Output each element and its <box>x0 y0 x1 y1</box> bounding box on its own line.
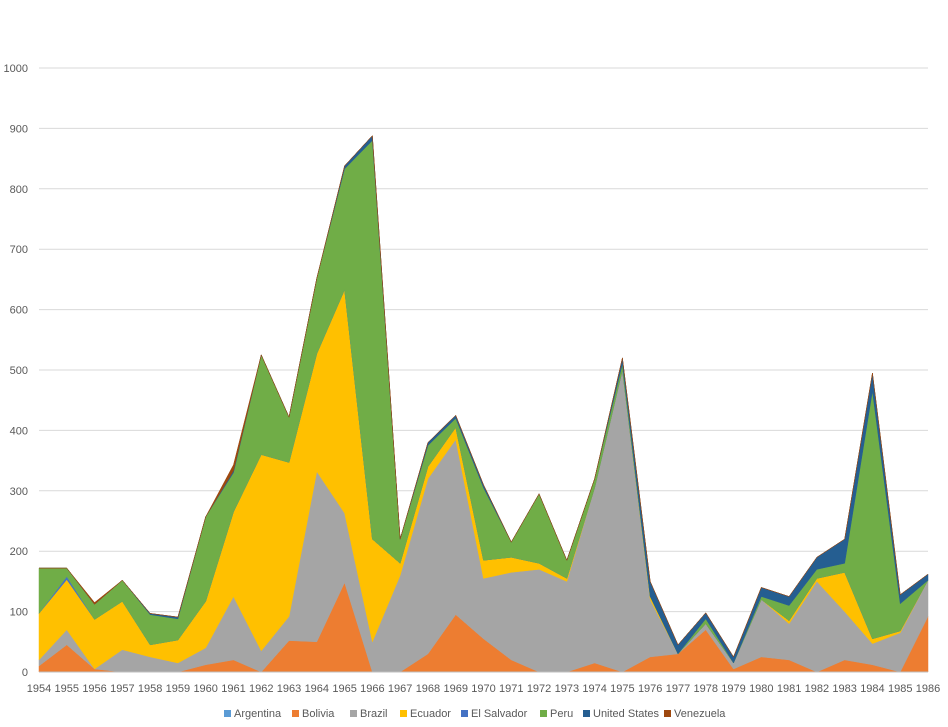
x-tick-label: 1961 <box>221 683 245 695</box>
legend-label-ecuador: Ecuador <box>410 708 451 720</box>
y-axis-ticks: 0 100 200 300 400 500 600 700 800 900 1000 <box>4 63 28 679</box>
legend-label-bolivia: Bolivia <box>302 708 335 720</box>
y-tick-label: 1000 <box>4 63 28 75</box>
y-tick-label: 300 <box>10 486 28 498</box>
x-axis-ticks: 1954 1955 1956 1957 1958 1959 1960 1961 1962 1963… <box>27 683 940 695</box>
series-area-venezuela <box>39 135 929 658</box>
legend-label-venezuela: Venezuela <box>674 708 726 720</box>
x-tick-label: 1970 <box>471 683 495 695</box>
x-tick-label: 1985 <box>888 683 912 695</box>
x-tick-label: 1964 <box>305 683 329 695</box>
x-tick-label: 1971 <box>499 683 523 695</box>
x-tick-label: 1968 <box>416 683 440 695</box>
legend-swatch-peru <box>540 710 547 717</box>
x-tick-label: 1965 <box>332 683 356 695</box>
x-tick-label: 1966 <box>360 683 384 695</box>
x-tick-label: 1957 <box>110 683 134 695</box>
x-tick-label: 1973 <box>555 683 579 695</box>
y-tick-label: 100 <box>10 607 28 619</box>
x-tick-label: 1967 <box>388 683 412 695</box>
legend: Argentina Bolivia Brazil Ecuador El Salvador… <box>224 708 726 720</box>
legend-label-argentina: Argentina <box>234 708 282 720</box>
x-tick-label: 1959 <box>166 683 190 695</box>
x-tick-label: 1986 <box>916 683 940 695</box>
legend-label-united-states: United States <box>593 708 660 720</box>
legend-label-brazil: Brazil <box>360 708 388 720</box>
x-tick-label: 1956 <box>82 683 106 695</box>
legend-label-peru: Peru <box>550 708 573 720</box>
x-tick-label: 1958 <box>138 683 162 695</box>
x-tick-label: 1978 <box>694 683 718 695</box>
x-tick-label: 1983 <box>832 683 856 695</box>
legend-label-el-salvador: El Salvador <box>471 708 528 720</box>
x-tick-label: 1974 <box>582 683 606 695</box>
x-tick-label: 1980 <box>749 683 773 695</box>
y-tick-label: 200 <box>10 546 28 558</box>
x-tick-label: 1954 <box>27 683 51 695</box>
legend-swatch-bolivia <box>292 710 299 717</box>
legend-swatch-el-salvador <box>461 710 468 717</box>
x-tick-label: 1962 <box>249 683 273 695</box>
x-tick-label: 1976 <box>638 683 662 695</box>
legend-swatch-ecuador <box>400 710 407 717</box>
y-tick-label: 900 <box>10 123 28 135</box>
x-tick-label: 1981 <box>777 683 801 695</box>
y-tick-label: 700 <box>10 244 28 256</box>
x-tick-label: 1984 <box>860 683 884 695</box>
y-tick-label: 400 <box>10 425 28 437</box>
y-tick-label: 800 <box>10 184 28 196</box>
legend-swatch-brazil <box>350 710 357 717</box>
y-tick-label: 600 <box>10 305 28 317</box>
x-tick-label: 1979 <box>721 683 745 695</box>
x-tick-label: 1975 <box>610 683 634 695</box>
x-tick-label: 1977 <box>666 683 690 695</box>
x-tick-label: 1963 <box>277 683 301 695</box>
x-tick-label: 1955 <box>55 683 79 695</box>
y-tick-label: 500 <box>10 365 28 377</box>
x-tick-label: 1960 <box>193 683 217 695</box>
y-tick-label: 0 <box>22 667 28 679</box>
legend-swatch-venezuela <box>664 710 671 717</box>
x-tick-label: 1969 <box>443 683 467 695</box>
x-tick-label: 1972 <box>527 683 551 695</box>
legend-swatch-united-states <box>583 710 590 717</box>
gridlines <box>39 67 928 613</box>
series-areas <box>38 135 929 673</box>
legend-swatch-argentina <box>224 710 231 717</box>
x-tick-label: 1982 <box>805 683 829 695</box>
